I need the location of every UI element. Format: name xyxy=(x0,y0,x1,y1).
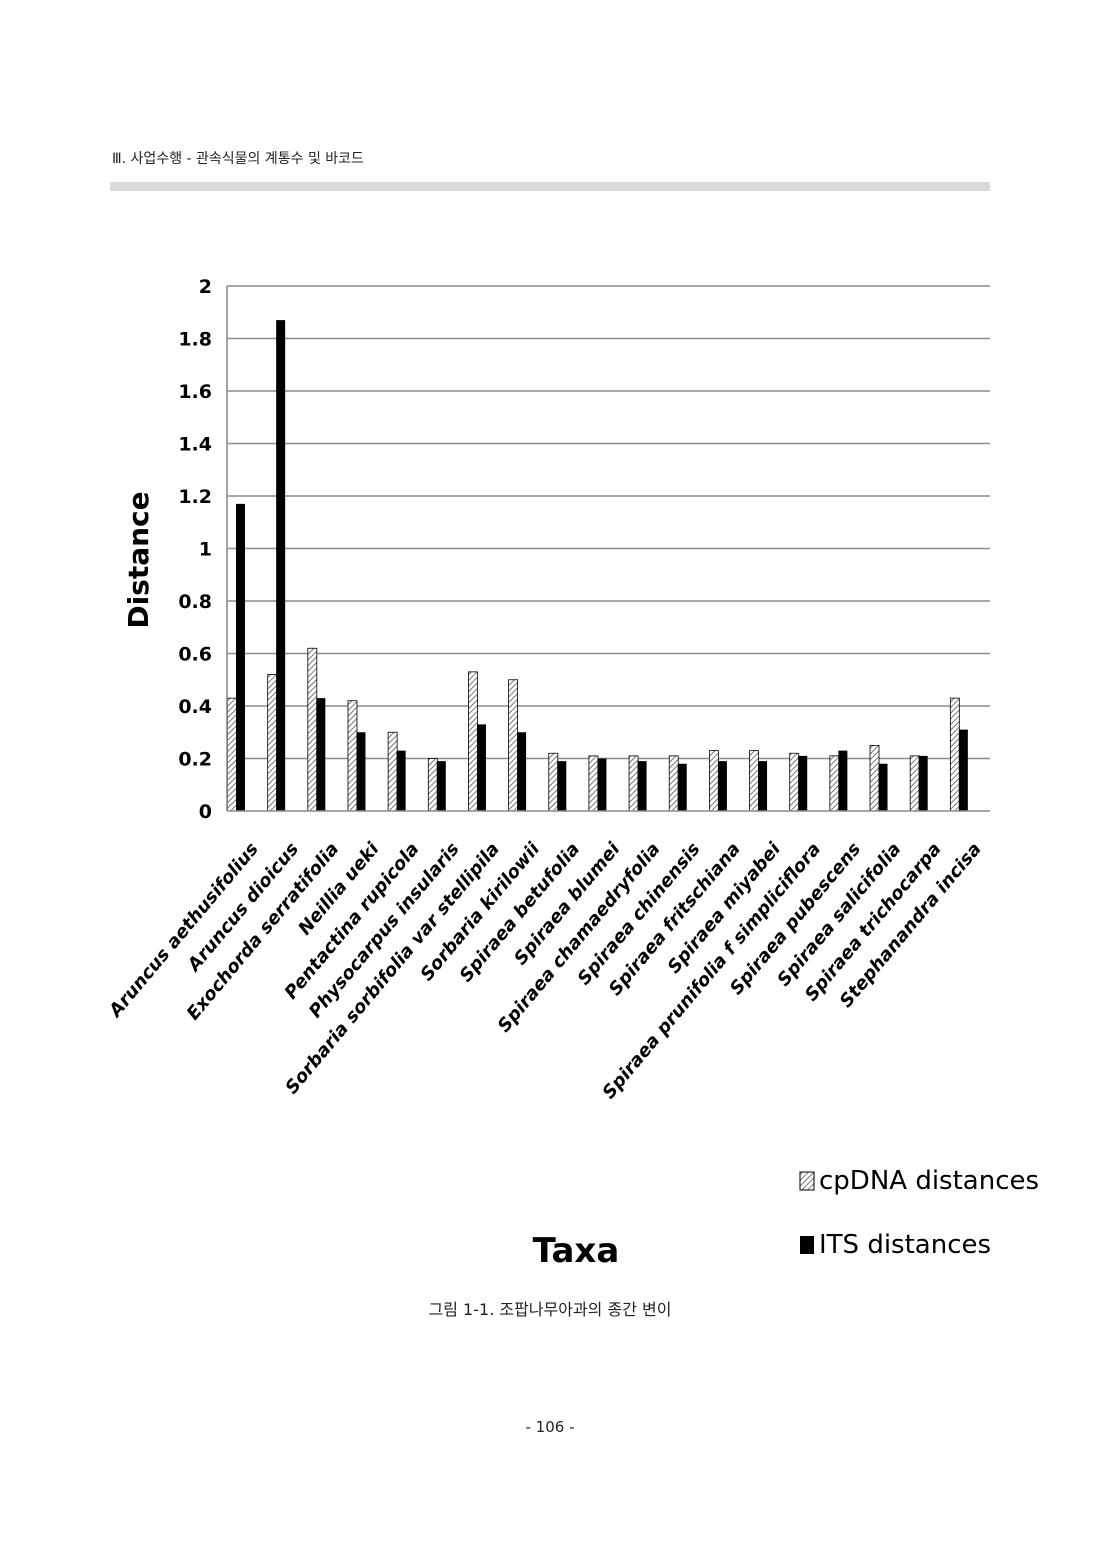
gridlines xyxy=(227,285,990,760)
bar-its xyxy=(476,724,486,811)
bar-cpdna xyxy=(267,674,278,812)
bar-its xyxy=(798,755,808,811)
y-tick-label: 0.4 xyxy=(178,696,212,718)
y-tick-label: 1 xyxy=(199,539,212,561)
bar-cpdna xyxy=(468,671,478,812)
bar-cpdna xyxy=(949,697,960,812)
legend-label-cpdna: cpDNA distances xyxy=(819,1166,1039,1196)
y-tick-label: 0.6 xyxy=(178,644,212,666)
bar-cpdna xyxy=(588,755,599,812)
bar-cpdna xyxy=(749,750,759,812)
y-tick-label: 0.2 xyxy=(178,749,212,771)
section-header: Ⅲ. 사업수행 - 관속식물의 계통수 및 바코드 xyxy=(112,151,364,167)
bar-cpdna xyxy=(227,697,237,812)
bars xyxy=(227,320,968,812)
bar-cpdna xyxy=(789,752,800,812)
x-tick-label: Aruncus aethusifolius xyxy=(104,839,263,1023)
legend-swatch-its xyxy=(800,1236,814,1254)
page-number: - 106 - xyxy=(525,1418,575,1436)
bar-cpdna xyxy=(628,755,639,812)
y-tick-label: 0 xyxy=(199,801,212,823)
bar-its xyxy=(637,761,647,811)
x-axis-label: Taxa xyxy=(533,1231,620,1271)
y-axis-label: Distance xyxy=(122,491,155,628)
bar-cpdna xyxy=(909,755,920,812)
bar-cpdna xyxy=(829,755,840,812)
y-tick-label: 1.8 xyxy=(178,329,212,351)
bar-its xyxy=(717,761,727,811)
figure-caption: 그림 1-1. 조팝나무아과의 종간 변이 xyxy=(428,1300,672,1319)
bar-cpdna xyxy=(427,758,438,812)
bar-cpdna xyxy=(347,700,358,812)
legend: cpDNA distances ITS distances xyxy=(799,1166,1039,1260)
legend-swatch-cpdna xyxy=(799,1171,815,1191)
bar-its xyxy=(557,761,567,811)
bar-its xyxy=(677,763,687,811)
y-tick-label: 1.6 xyxy=(178,381,212,403)
bar-its xyxy=(838,750,848,811)
bar-cpdna xyxy=(869,744,880,812)
bar-its xyxy=(597,758,607,811)
bar-cpdna xyxy=(668,755,679,812)
bar-its xyxy=(758,761,768,811)
bar-cpdna xyxy=(708,750,719,812)
y-tick-labels: 0 0.2 0.4 0.6 0.8 1 1.2 1.4 1.6 1.8 2 xyxy=(178,276,212,823)
bar-its xyxy=(236,503,245,811)
bar-its xyxy=(517,732,527,811)
bar-its xyxy=(396,750,406,811)
bar-its xyxy=(878,763,888,811)
y-tick-label: 2 xyxy=(199,276,212,298)
bar-its xyxy=(316,698,326,811)
axes xyxy=(226,286,990,812)
bar-its xyxy=(436,761,446,811)
bar-its xyxy=(356,732,366,811)
bar-cpdna xyxy=(307,647,318,812)
bar-its xyxy=(918,755,928,811)
bar-cpdna xyxy=(508,679,519,812)
bar-cpdna xyxy=(387,731,398,812)
bar-its xyxy=(276,320,286,811)
bar-cpdna xyxy=(548,752,559,812)
legend-label-its: ITS distances xyxy=(819,1230,991,1260)
header-divider xyxy=(110,182,990,191)
y-tick-label: 0.8 xyxy=(178,591,212,613)
bar-its xyxy=(958,729,968,811)
y-tick-label: 1.4 xyxy=(178,434,212,456)
y-tick-label: 1.2 xyxy=(178,486,212,508)
